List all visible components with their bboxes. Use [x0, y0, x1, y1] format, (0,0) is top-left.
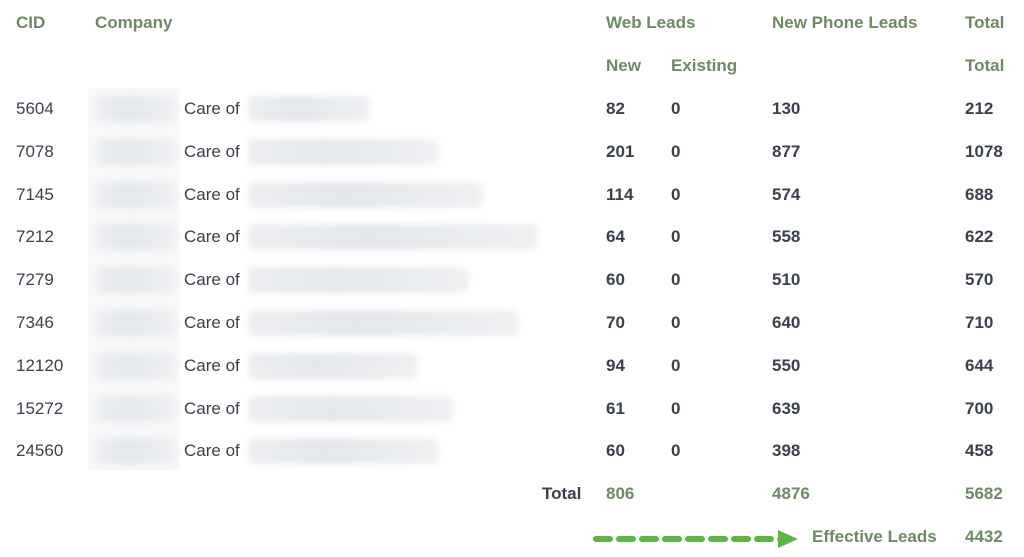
header-total-sub: Total: [965, 56, 1005, 75]
row-cid: 15272: [16, 398, 64, 418]
row-care-of: Care of: [184, 313, 240, 332]
redacted-company-name: [248, 138, 438, 165]
redacted-company-prefix: [96, 181, 176, 208]
totals-label: Total: [542, 484, 582, 503]
row-total: 622: [965, 227, 994, 247]
row-web-existing: 0: [671, 270, 681, 290]
row-total: 710: [965, 313, 994, 332]
row-web-new: 64: [606, 227, 625, 247]
header-total: Total: [965, 13, 1005, 32]
redacted-company-prefix: [96, 96, 176, 122]
redacted-company-prefix: [96, 224, 176, 251]
row-cid: 5604: [16, 99, 54, 118]
row-phone-leads: 130: [772, 99, 801, 118]
redacted-company-name: [248, 96, 370, 122]
row-care-of: Care of: [184, 398, 240, 418]
header-company: Company: [95, 13, 173, 32]
row-web-existing: 0: [671, 441, 681, 461]
row-web-existing: 0: [671, 227, 681, 247]
row-total: 212: [965, 99, 994, 118]
row-phone-leads: 877: [772, 141, 801, 161]
row-care-of: Care of: [184, 355, 240, 375]
row-care-of: Care of: [184, 441, 240, 461]
row-care-of: Care of: [184, 184, 240, 204]
row-cid: 12120: [16, 355, 64, 375]
effective-leads-label: Effective Leads: [812, 527, 937, 546]
row-phone-leads: 558: [772, 227, 801, 247]
row-phone-leads: 550: [772, 355, 801, 375]
row-cid: 7279: [16, 270, 54, 290]
row-web-existing: 0: [671, 141, 681, 161]
row-web-new: 114: [606, 184, 634, 204]
redacted-company-name: [248, 181, 483, 208]
row-web-existing: 0: [671, 99, 681, 118]
row-cid: 24560: [16, 441, 64, 461]
row-total: 1078: [965, 141, 1003, 161]
row-phone-leads: 639: [772, 398, 801, 418]
row-cid: 7078: [16, 141, 54, 161]
row-total: 688: [965, 184, 994, 204]
row-phone-leads: 510: [772, 270, 801, 290]
row-total: 700: [965, 398, 994, 418]
row-web-existing: 0: [671, 184, 681, 204]
redacted-company-name: [248, 267, 468, 294]
row-care-of: Care of: [184, 227, 240, 247]
row-care-of: Care of: [184, 270, 240, 290]
row-total: 458: [965, 441, 994, 461]
row-web-new: 94: [606, 355, 625, 375]
redacted-company-prefix: [96, 267, 176, 294]
row-web-new: 61: [606, 398, 625, 418]
redacted-company-name: [248, 438, 438, 465]
row-web-existing: 0: [671, 355, 681, 375]
row-web-existing: 0: [671, 398, 681, 418]
row-phone-leads: 398: [772, 441, 801, 461]
row-care-of: Care of: [184, 99, 240, 118]
row-web-new: 82: [606, 99, 625, 118]
header-web-leads: Web Leads: [606, 13, 696, 32]
redacted-company-prefix: [96, 138, 176, 165]
effective-leads-value: 4432: [965, 527, 1003, 546]
row-web-new: 70: [606, 313, 625, 332]
row-cid: 7346: [16, 313, 54, 332]
redacted-company-name: [248, 310, 518, 336]
redacted-company-prefix: [96, 310, 176, 336]
row-web-existing: 0: [671, 313, 681, 332]
row-care-of: Care of: [184, 141, 240, 161]
redacted-company-prefix: [96, 438, 176, 465]
row-phone-leads: 640: [772, 313, 801, 332]
row-web-new: 60: [606, 270, 625, 290]
totals-phone: 4876: [772, 484, 810, 503]
header-new-phone-leads: New Phone Leads: [772, 13, 918, 32]
header-existing: Existing: [671, 56, 738, 75]
row-total: 570: [965, 270, 994, 290]
redacted-company-prefix: [96, 395, 176, 422]
redacted-company-name: [248, 224, 538, 251]
totals-web-new: 806: [606, 484, 635, 503]
row-web-new: 201: [606, 141, 635, 161]
header-new: New: [606, 56, 641, 75]
redacted-company-prefix: [96, 352, 176, 379]
row-total: 644: [965, 355, 994, 375]
row-phone-leads: 574: [772, 184, 801, 204]
redacted-company-name: [248, 352, 418, 379]
header-cid: CID: [16, 13, 46, 32]
row-cid: 7212: [16, 227, 54, 247]
redacted-company-name: [248, 395, 453, 422]
totals-total: 5682: [965, 484, 1003, 503]
dashed-arrow-icon: [593, 530, 798, 548]
row-cid: 7145: [16, 184, 54, 204]
row-web-new: 60: [606, 441, 625, 461]
